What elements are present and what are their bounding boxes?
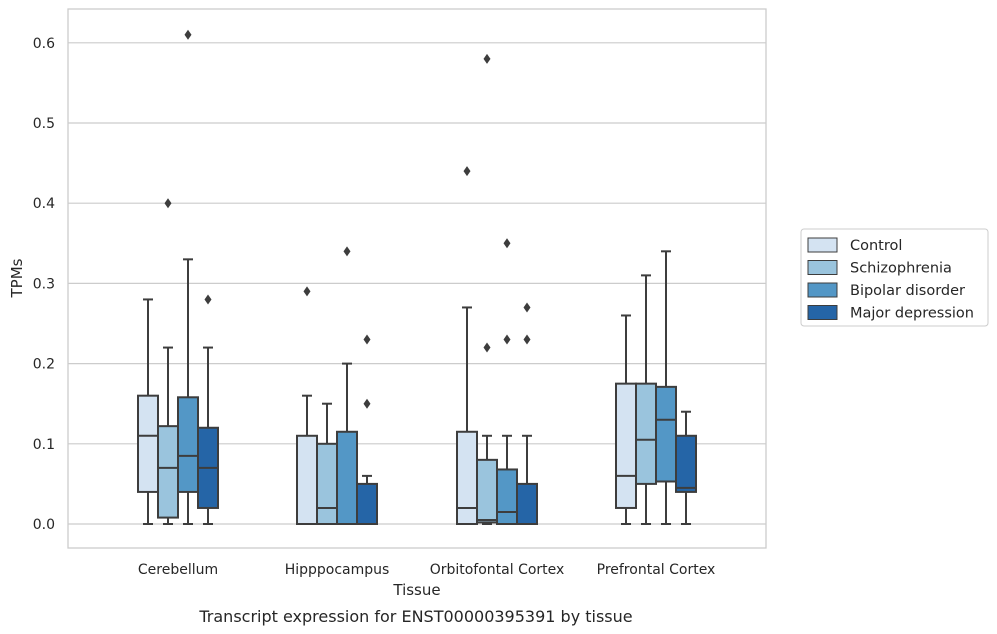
outlier-point <box>503 334 511 345</box>
x-tick-label: Orbitofontal Cortex <box>430 562 565 578</box>
outlier-point <box>303 286 311 297</box>
legend-swatch <box>807 305 838 320</box>
legend-label: Bipolar disorder <box>850 283 965 299</box>
box-schizophrenia-3 <box>635 274 657 525</box>
legend-frame <box>800 228 989 327</box>
outlier-point <box>463 166 471 177</box>
outlier-point <box>483 53 491 64</box>
legend-swatch <box>807 237 838 253</box>
box-iqr <box>655 385 677 483</box>
legend-label: Schizophrenia <box>850 261 952 277</box>
outlier-point <box>503 238 511 249</box>
box-iqr <box>456 430 478 525</box>
box-iqr <box>356 482 378 525</box>
x-axis-title: Tissue <box>392 581 440 599</box>
y-tick-label: 0.5 <box>33 116 55 132</box>
legend-swatch <box>807 260 838 275</box>
y-tick-label: 0.6 <box>33 36 55 52</box>
box-major-depression-3 <box>675 410 697 525</box>
outlier-point <box>363 334 371 345</box>
box-major-depression-2 <box>516 302 538 525</box>
box-bipolar-disorder-0 <box>177 29 199 525</box>
box-bipolar-disorder-1 <box>336 246 358 525</box>
legend-label: Major depression <box>850 306 974 322</box>
box-schizophrenia-0 <box>157 198 179 525</box>
plot-frame <box>67 8 767 549</box>
x-tick-label: Prefrontal Cortex <box>597 562 716 578</box>
box-iqr <box>137 394 159 493</box>
outlier-point <box>523 302 531 313</box>
box-iqr <box>157 425 179 519</box>
x-tick-label: Cerebellum <box>138 562 218 578</box>
outlier-point <box>204 294 212 305</box>
y-tick-label: 0.2 <box>33 357 55 373</box>
box-bipolar-disorder-2 <box>496 238 518 525</box>
y-tick-labels: 0.0 0.1 0.2 0.3 0.4 0.5 0.6 <box>33 36 55 533</box>
y-tick-label: 0.0 <box>33 517 55 533</box>
legend: Control Schizophrenia Bipolar disorder Majo… <box>800 228 989 327</box>
box-major-depression-0 <box>197 294 219 525</box>
box-iqr <box>496 468 518 525</box>
box-major-depression-1 <box>356 334 378 525</box>
box-iqr <box>615 382 637 509</box>
box-groups <box>137 29 697 525</box>
box-iqr <box>296 434 318 525</box>
outlier-point <box>184 29 192 40</box>
box-iqr <box>336 430 358 525</box>
outlier-point <box>523 334 531 345</box>
outlier-point <box>343 246 351 257</box>
box-control-0 <box>137 298 159 525</box>
box-iqr <box>177 396 199 493</box>
y-axis-title: TPMs <box>8 258 26 298</box>
y-tick-label: 0.4 <box>33 196 55 212</box>
box-schizophrenia-2 <box>476 53 498 525</box>
outlier-point <box>363 398 371 409</box>
legend-label: Control <box>850 238 902 254</box>
box-control-2 <box>456 166 478 525</box>
x-tick-label: Hipppocampus <box>285 562 390 578</box>
chart-caption: Transcript expression for ENST0000039539… <box>198 607 632 626</box>
box-iqr <box>316 442 338 525</box>
box-bipolar-disorder-3 <box>655 250 677 525</box>
box-iqr <box>635 382 657 485</box>
y-tick-label: 0.1 <box>33 437 55 453</box>
y-tick-label: 0.3 <box>33 276 55 292</box>
box-iqr <box>516 482 538 525</box>
box-iqr <box>476 458 498 524</box>
outlier-point <box>164 198 172 209</box>
outlier-point <box>483 342 491 353</box>
x-tick-labels: Cerebellum Hipppocampus Orbitofontal Corte… <box>138 562 715 578</box>
box-iqr <box>675 434 697 493</box>
legend-swatch <box>807 282 838 298</box>
